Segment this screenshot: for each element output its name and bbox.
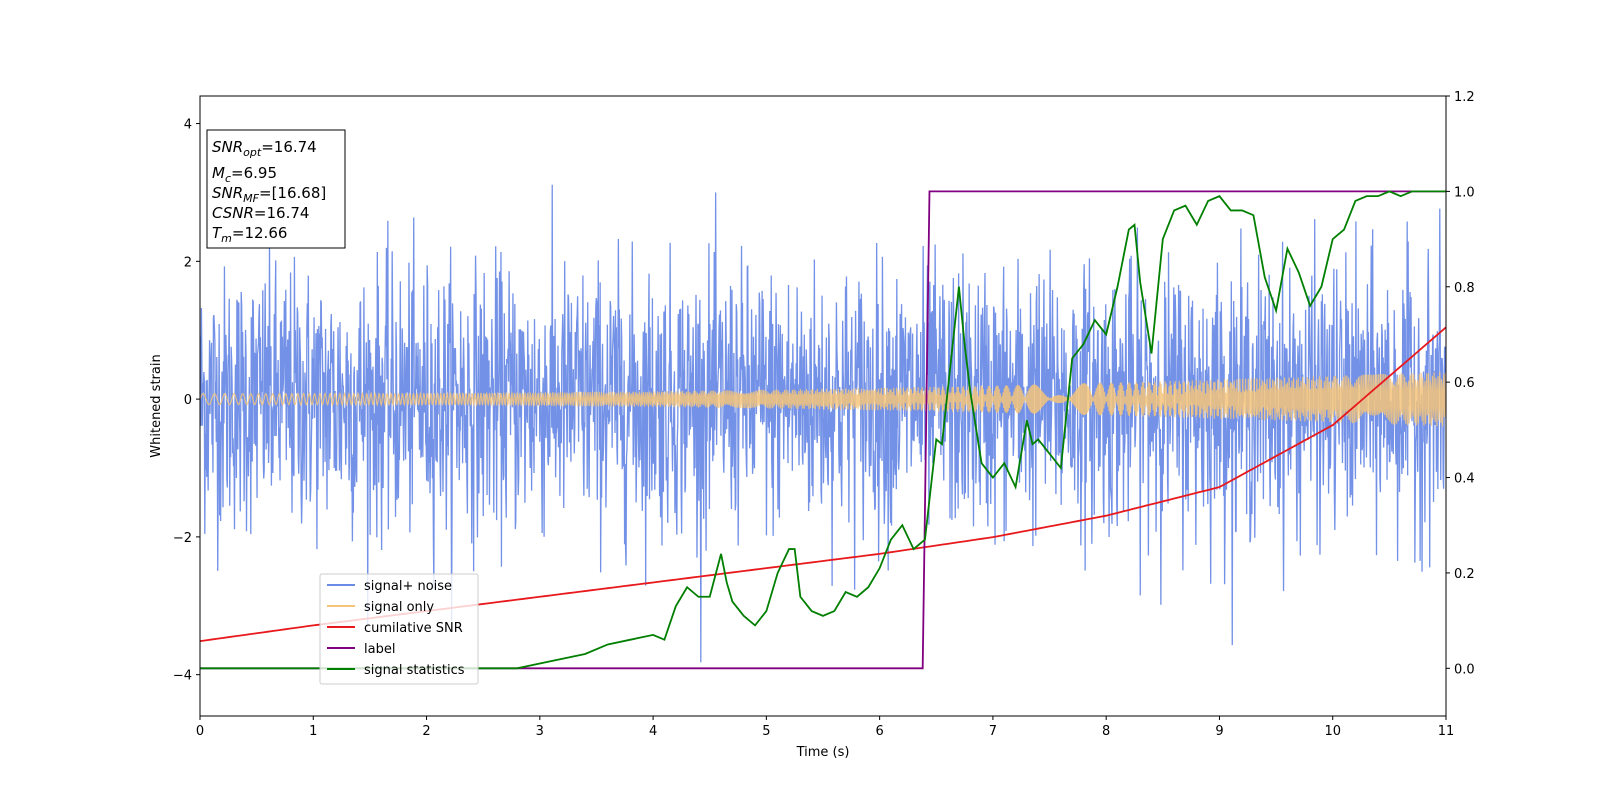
y-left-axis-ticks: 4 2 0 −2 −4: [173, 118, 200, 684]
signal-noise-line: [200, 184, 1446, 663]
legend-label-cumulative-snr: cumilative SNR: [364, 621, 463, 636]
x-tick-label: 3: [536, 724, 544, 739]
x-tick-label: 5: [762, 724, 770, 739]
y-left-tick-label: 0: [184, 393, 192, 408]
x-axis-label: Time (s): [796, 745, 850, 760]
y-left-tick-label: −2: [173, 531, 192, 546]
snr-opt-text: SNRopt=16.74: [212, 138, 317, 159]
y-right-tick-label: 0.6: [1454, 376, 1475, 391]
legend-label-signal-only: signal only: [364, 600, 434, 615]
y-right-tick-label: 0.0: [1454, 662, 1475, 677]
legend-label-label: label: [364, 642, 395, 657]
x-tick-label: 1: [309, 724, 317, 739]
y-right-tick-label: 1.0: [1454, 185, 1475, 200]
x-tick-label: 8: [1102, 724, 1110, 739]
legend: signal+ noise signal only cumilative SNR…: [319, 573, 479, 685]
signal-noise-series: [200, 184, 1446, 663]
x-tick-label: 4: [649, 724, 657, 739]
y-left-tick-label: 2: [184, 255, 192, 270]
x-tick-label: 7: [989, 724, 997, 739]
legend-label-signal-statistics: signal statistics: [364, 663, 465, 678]
x-axis-ticks: 0 1 2 3 4 5 6 7 8 9 10 11: [196, 716, 1454, 739]
info-box: SNRopt=16.74 Mc=6.95 SNRMF=[16.68] CSNR=…: [206, 129, 346, 249]
signal-only-series: [200, 371, 1446, 427]
y-right-tick-label: 0.4: [1454, 472, 1475, 487]
tm-text: Tm=12.66: [212, 224, 287, 245]
y-right-axis-ticks: 1.2 1.0 0.8 0.6 0.4 0.2 0.0: [1446, 90, 1475, 677]
y-right-tick-label: 1.2: [1454, 90, 1475, 105]
x-tick-label: 0: [196, 724, 204, 739]
y-axis-label: Whitened strain: [149, 354, 164, 457]
snr-mf-text: SNRMF=[16.68]: [212, 184, 326, 205]
x-tick-label: 2: [422, 724, 430, 739]
y-left-tick-label: 4: [184, 118, 192, 133]
signal-statistics-line: [200, 190, 1446, 670]
mc-text: Mc=6.95: [212, 164, 277, 185]
x-tick-label: 11: [1438, 724, 1455, 739]
csnr-text: CSNR=16.74: [212, 204, 309, 222]
x-tick-label: 10: [1324, 724, 1341, 739]
y-right-tick-label: 0.8: [1454, 281, 1475, 296]
x-tick-label: 9: [1215, 724, 1223, 739]
legend-label-signal-noise: signal+ noise: [364, 579, 452, 594]
x-tick-label: 6: [875, 724, 883, 739]
plot-frame: [199, 95, 1447, 717]
y-left-tick-label: −4: [173, 669, 192, 684]
y-right-tick-label: 0.2: [1454, 567, 1475, 582]
signal-only-line: [200, 371, 1446, 427]
label-line: [200, 190, 1446, 670]
